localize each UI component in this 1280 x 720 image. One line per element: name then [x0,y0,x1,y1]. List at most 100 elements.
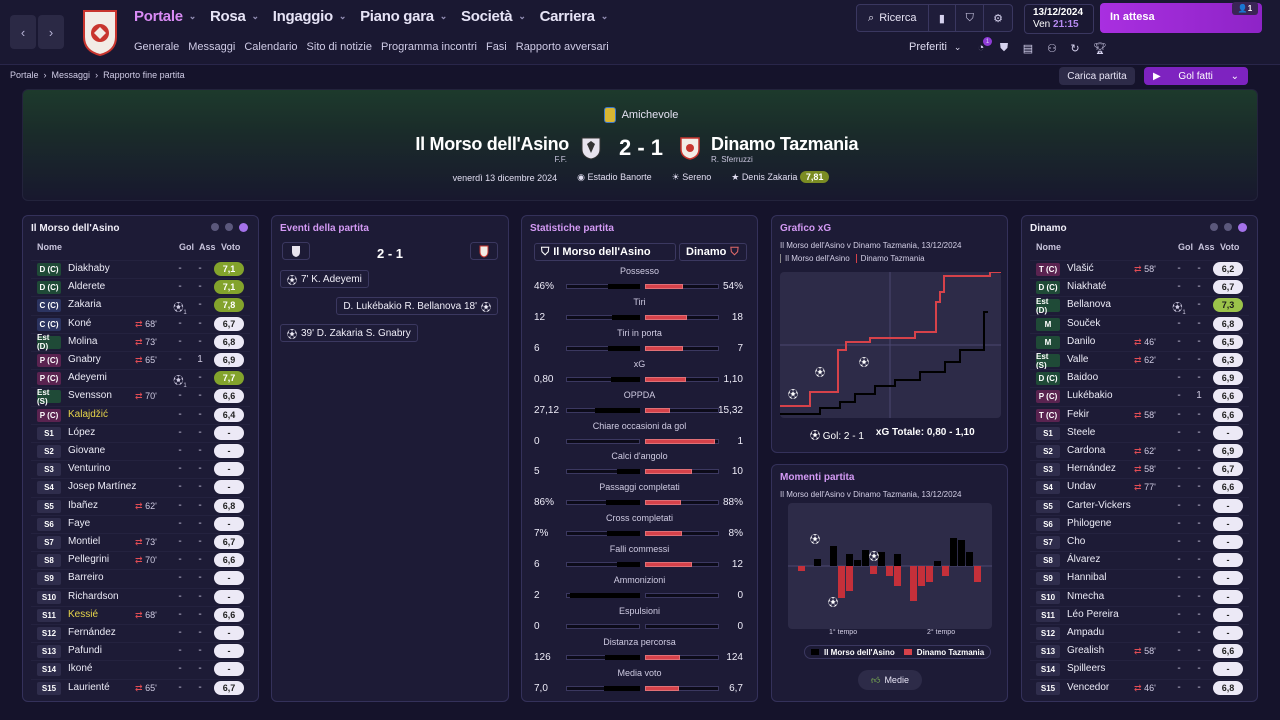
averages-button[interactable]: 👍︎ Medie [858,670,922,690]
nav-societa[interactable]: Società ⌄ [461,8,526,25]
page-dots[interactable] [211,223,248,232]
player-row[interactable]: S11 Léo Pereira - - - [1030,605,1249,623]
player-of-match[interactable]: ★ Denis Zakaria 7,81 [731,171,830,183]
player-row[interactable]: S12 Ampadu - - - [1030,624,1249,641]
continue-button[interactable]: In attesa 👤 1 [1100,2,1262,33]
subnav-generale[interactable]: Generale [134,41,180,53]
page-dots[interactable] [1210,223,1247,232]
subnav-fasi[interactable]: Fasi [485,41,507,53]
player-row[interactable]: S3 Hernández ⇄ 58' - -6,7 [1030,460,1249,477]
player-row[interactable]: S8 Pellegrini ⇄ 70' - -6,6 [31,551,250,568]
nav-carriera[interactable]: Carriera ⌄ [540,8,609,25]
subnav-calendario[interactable]: Calendario [244,41,298,53]
player-row[interactable]: S4 Josep Martínez - - - [31,478,250,495]
player-name[interactable]: Giovane [68,445,106,456]
player-row[interactable]: Est (S) Valle ⇄ 62' - - 6,3 [1030,351,1249,370]
forward-button[interactable]: › [38,15,64,49]
player-row[interactable]: P (C) Gnabry ⇄ 65' - 1 6,9 [31,351,250,368]
player-row[interactable]: S7 Cho - - - [1030,533,1249,550]
player-row[interactable]: P (C) Kalajdžić - -6,4 [31,405,250,423]
subnav-programma-incontri[interactable]: Programma incontri [380,41,477,53]
gear-icon[interactable]: ⚙ [993,12,1004,25]
player-row[interactable]: D (C) Alderete - -7,1 [31,278,250,295]
player-row[interactable]: S14 Ikoné - - - [31,660,250,677]
subnav-messaggi[interactable]: Messaggi [188,41,236,53]
player-row[interactable]: C (C) Zakaria ⚽︎1-7,8 [31,296,250,316]
club-icon[interactable]: ⛉ [956,5,985,31]
player-name[interactable]: Molina [68,335,98,347]
player-row[interactable]: S11 Kessié ⇄ 68' - -6,6 [31,605,250,623]
crumb-portale[interactable]: Portale [10,70,39,80]
player-name[interactable]: Richardson [68,590,119,602]
col-assists[interactable]: Ass [199,242,216,252]
player-name[interactable]: Venturino [68,463,111,475]
player-row[interactable]: Est (D) Bellanova ⚽︎1-7,3 [1030,296,1249,316]
player-row[interactable]: S1 López - - - [31,423,250,441]
player-row[interactable]: D (C) Baidoo - -6,9 [1030,369,1249,386]
away-team-name[interactable]: Dinamo Tazmania [711,134,859,154]
back-button[interactable]: ‹ [10,15,36,49]
player-row[interactable]: M Souček - -6,8 [1030,314,1249,332]
favourites-dropdown[interactable]: Preferiti ⌄ [909,41,961,53]
kit-icon[interactable]: ⛊ [999,41,1009,54]
player-row[interactable]: S1 Steele - - - [1030,423,1249,441]
player-name[interactable]: Carter-Vickers [1067,499,1131,511]
col-name[interactable]: Nome [1036,242,1062,252]
col-rating[interactable]: Voto [1220,242,1240,252]
player-name[interactable]: Léo Pereira [1067,608,1119,620]
player-row[interactable]: S6 Faye - - - [31,514,250,532]
player-name[interactable]: Baidoo [1067,372,1099,384]
notifications-icon[interactable]: ◔ 1 [972,37,992,56]
col-name[interactable]: Nome [37,242,63,252]
date-box[interactable]: 13/12/2024 Ven 21:15 [1024,4,1094,34]
player-name[interactable]: Ikoné [68,663,93,675]
player-name[interactable]: Koné [68,317,92,329]
nav-portale[interactable]: Portale ⌄ [134,8,196,25]
event-goal[interactable]: ⚽︎ 39' D. Zakaria S. Gnabry [280,324,418,342]
player-name[interactable]: Álvarez [1067,554,1101,566]
player-name[interactable]: Faye [68,517,91,529]
player-name[interactable]: Josep Martínez [68,481,137,493]
nav-ingaggio[interactable]: Ingaggio ⌄ [273,8,347,25]
player-name[interactable]: Kalajdžić [68,408,109,420]
player-row[interactable]: C (C) Koné ⇄ 68' - -6,7 [31,314,250,332]
player-name[interactable]: Fekir [1067,408,1090,420]
player-name[interactable]: Hannibal [1067,572,1107,584]
player-row[interactable]: D (C) Diakhaby - - 7,1 [31,260,250,277]
page-dot[interactable] [1210,223,1218,231]
subnav-sito-notizie[interactable]: Sito di notizie [306,41,372,53]
player-name[interactable]: Barreiro [68,572,104,584]
player-name[interactable]: Grealish [1067,645,1105,657]
page-dot[interactable] [1224,223,1232,231]
player-row[interactable]: S5 Ibañez ⇄ 62' - -6,8 [31,496,250,514]
player-name[interactable]: Gnabry [68,354,101,365]
player-row[interactable]: S8 Álvarez - - - [1030,551,1249,568]
staff-icon[interactable]: ⚇ [1047,42,1057,55]
player-name[interactable]: Ampadu [1067,627,1105,638]
player-name[interactable]: Ibañez [68,499,99,511]
player-row[interactable]: M Danilo ⇄ 46' - -6,5 [1030,332,1249,350]
player-name[interactable]: Steele [1067,426,1096,438]
player-row[interactable]: S15 Laurienté ⇄ 65' - -6,7 [31,678,250,696]
player-name[interactable]: Valle [1067,354,1089,365]
player-name[interactable]: Pafundi [68,645,102,657]
crumb-messaggi[interactable]: Messaggi [51,70,91,80]
player-row[interactable]: S14 Spilleers - - - [1030,660,1249,677]
player-row[interactable]: S4 Undav ⇄ 77' - -6,6 [1030,478,1249,495]
nav-piano-gara[interactable]: Piano gara ⌄ [360,8,447,25]
player-row[interactable]: T (C) Vlašić ⇄ 58' - - 6,2 [1030,260,1249,277]
player-name[interactable]: Fernández [68,627,116,638]
player-name[interactable]: Zakaria [68,299,102,311]
player-row[interactable]: Est (D) Molina ⇄ 73' - -6,8 [31,332,250,351]
player-name[interactable]: Undav [1067,481,1096,493]
player-row[interactable]: S15 Vencedor ⇄ 46' - -6,8 [1030,678,1249,696]
player-name[interactable]: Pellegrini [68,554,110,566]
player-name[interactable]: Vencedor [1067,681,1110,693]
player-name[interactable]: Diakhaby [68,263,110,274]
player-name[interactable]: Kessié [68,608,99,620]
search-button[interactable]: ⌕ Ricerca [857,5,929,31]
player-name[interactable]: Bellanova [1067,299,1111,311]
player-name[interactable]: López [68,426,96,438]
player-name[interactable]: Danilo [1067,335,1096,347]
page-dot[interactable] [1238,223,1247,232]
